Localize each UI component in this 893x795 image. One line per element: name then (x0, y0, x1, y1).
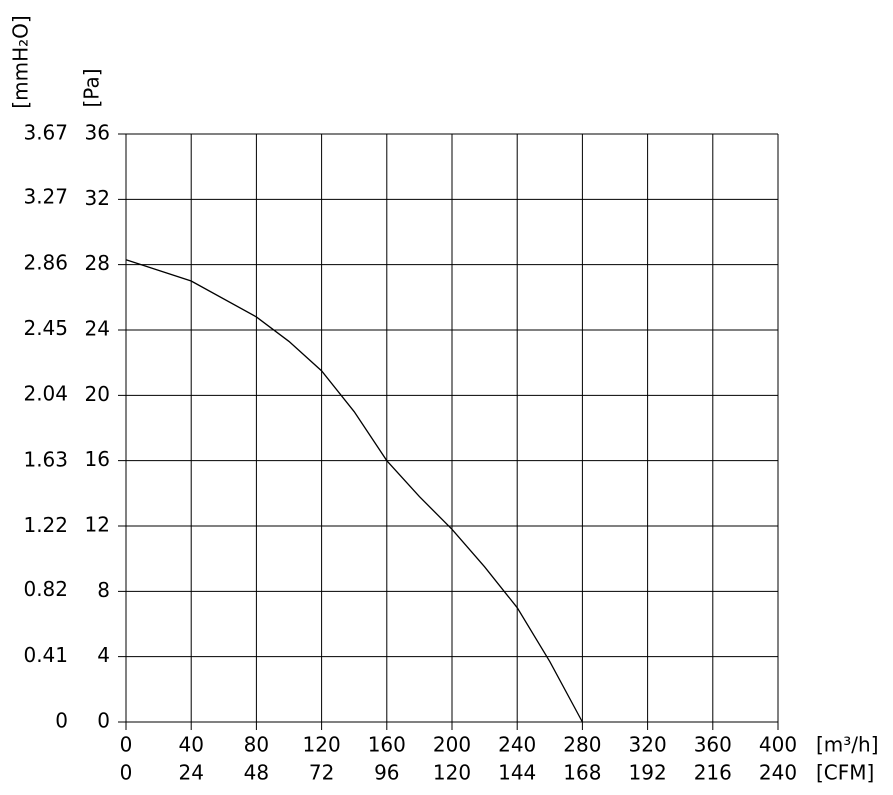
y2-tick-label: 1.63 (23, 447, 68, 471)
y2-axis-label: [mmH₂O] (9, 15, 33, 108)
y2-tick-label: 2.45 (23, 316, 68, 340)
x2-tick-label: 120 (433, 761, 471, 785)
y-tick-label: 36 (85, 121, 110, 145)
y-tick-label: 20 (85, 382, 110, 406)
x-tick-label: 320 (629, 733, 667, 757)
x-tick-label: 40 (178, 733, 203, 757)
x2-tick-label: 240 (759, 761, 797, 785)
x2-tick-label: 0 (120, 761, 133, 785)
y-tick-label: 28 (85, 251, 110, 275)
y-tick-label: 16 (85, 447, 110, 471)
x-tick-label: 400 (759, 733, 797, 757)
x2-tick-label: 96 (374, 761, 399, 785)
x2-tick-label: 48 (244, 761, 269, 785)
y-tick-label: 4 (97, 643, 110, 667)
curve (125, 259, 583, 723)
y-tick-label: 12 (85, 513, 110, 537)
x2-tick-label: 216 (694, 761, 732, 785)
y2-tick-label: 0 (55, 709, 68, 733)
y2-tick-label: 2.86 (23, 250, 68, 274)
x2-axis-label: [CFM] (816, 761, 874, 785)
x-tick-label: 360 (694, 733, 732, 757)
x2-tick-label: 192 (629, 761, 667, 785)
x-tick-label: 160 (368, 733, 406, 757)
y-axis-label: [Pa] (80, 68, 104, 107)
y2-tick-label: 3.27 (23, 185, 68, 209)
y-tick-label: 8 (97, 578, 110, 602)
x2-tick-label: 168 (563, 761, 601, 785)
y2-tick-label: 0.82 (23, 577, 68, 601)
x2-tick-label: 72 (309, 761, 334, 785)
x2-tick-label: 24 (178, 761, 203, 785)
y2-tick-label: 1.22 (23, 513, 68, 537)
x-tick-label: 120 (303, 733, 341, 757)
x-tick-label: 80 (244, 733, 269, 757)
x-tick-label: 240 (498, 733, 536, 757)
y-tick-label: 24 (85, 317, 110, 341)
y2-tick-label: 2.04 (23, 382, 68, 406)
y-tick-label: 32 (85, 186, 110, 210)
x-tick-label: 200 (433, 733, 471, 757)
x-tick-label: 280 (563, 733, 601, 757)
y2-tick-label: 3.67 (23, 121, 68, 145)
y-tick-label: 0 (97, 709, 110, 733)
x-axis-label: [m³/h] (816, 733, 879, 757)
y2-tick-label: 0.41 (23, 643, 68, 667)
x-tick-label: 0 (120, 733, 133, 757)
x2-tick-label: 144 (498, 761, 536, 785)
